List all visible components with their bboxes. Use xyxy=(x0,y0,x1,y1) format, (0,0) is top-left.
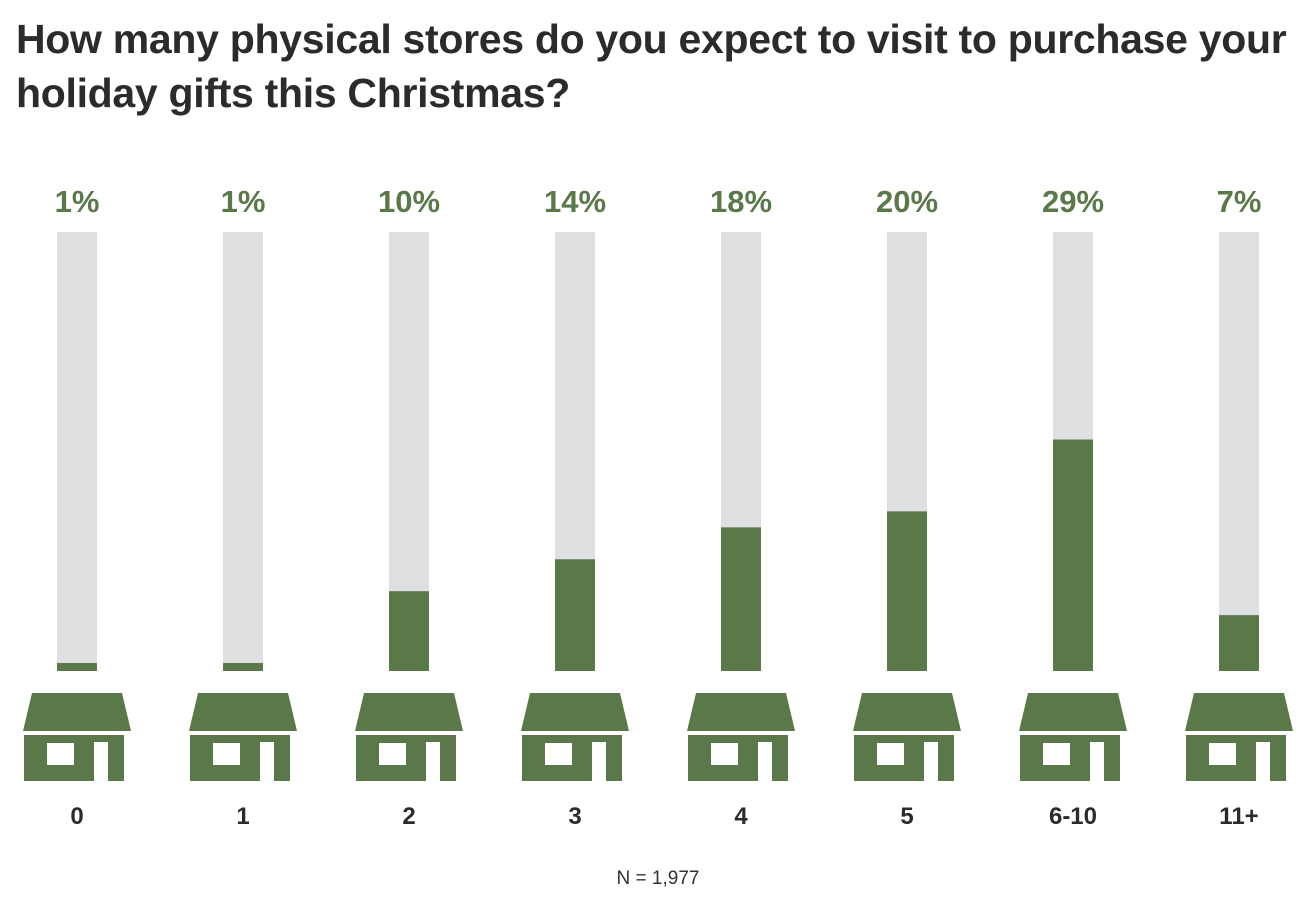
category-label: 6-10 xyxy=(1049,803,1097,830)
bar-track xyxy=(57,232,97,671)
bar-group: 7% 11+ xyxy=(1185,184,1293,830)
category-label: 0 xyxy=(70,803,83,830)
bar-group: 14% 3 xyxy=(521,184,629,830)
chart-title: How many physical stores do you expect t… xyxy=(16,16,1287,116)
category-label: 3 xyxy=(568,803,581,830)
value-label: 18% xyxy=(710,184,772,219)
bar xyxy=(555,559,595,671)
value-label: 1% xyxy=(55,184,100,219)
bar-group: 20% 5 xyxy=(853,184,961,830)
bar xyxy=(389,591,429,671)
bar-track xyxy=(223,232,263,671)
bar xyxy=(57,663,97,671)
bar-track xyxy=(1219,232,1259,671)
bar xyxy=(887,511,927,671)
bar xyxy=(721,527,761,671)
bar xyxy=(1053,439,1093,671)
store-icon xyxy=(687,693,795,781)
category-label: 11+ xyxy=(1219,803,1258,830)
bar-group: 29% 6-10 xyxy=(1019,184,1127,830)
category-label: 4 xyxy=(734,803,748,830)
bar xyxy=(1219,615,1259,671)
store-icon xyxy=(853,693,961,781)
store-icon xyxy=(23,693,131,781)
store-icon xyxy=(355,693,463,781)
store-icon xyxy=(1019,693,1127,781)
store-icon xyxy=(1185,693,1293,781)
category-label: 5 xyxy=(900,803,913,830)
value-label: 20% xyxy=(876,184,938,219)
bar-group: 18% 4 xyxy=(687,184,795,830)
bar-group: 10% 2 xyxy=(355,184,463,830)
bar-group: 1% 1 xyxy=(189,184,297,830)
value-label: 29% xyxy=(1042,184,1104,219)
category-label: 2 xyxy=(402,803,415,830)
bar-group: 1% 0 xyxy=(23,184,131,830)
value-label: 10% xyxy=(378,184,440,219)
store-icon xyxy=(521,693,629,781)
value-label: 7% xyxy=(1217,184,1262,219)
value-label: 1% xyxy=(221,184,266,219)
category-label: 1 xyxy=(236,803,249,830)
sample-size-note: N = 1,977 xyxy=(616,868,700,889)
value-label: 14% xyxy=(544,184,606,219)
bar xyxy=(223,663,263,671)
store-icon xyxy=(189,693,297,781)
